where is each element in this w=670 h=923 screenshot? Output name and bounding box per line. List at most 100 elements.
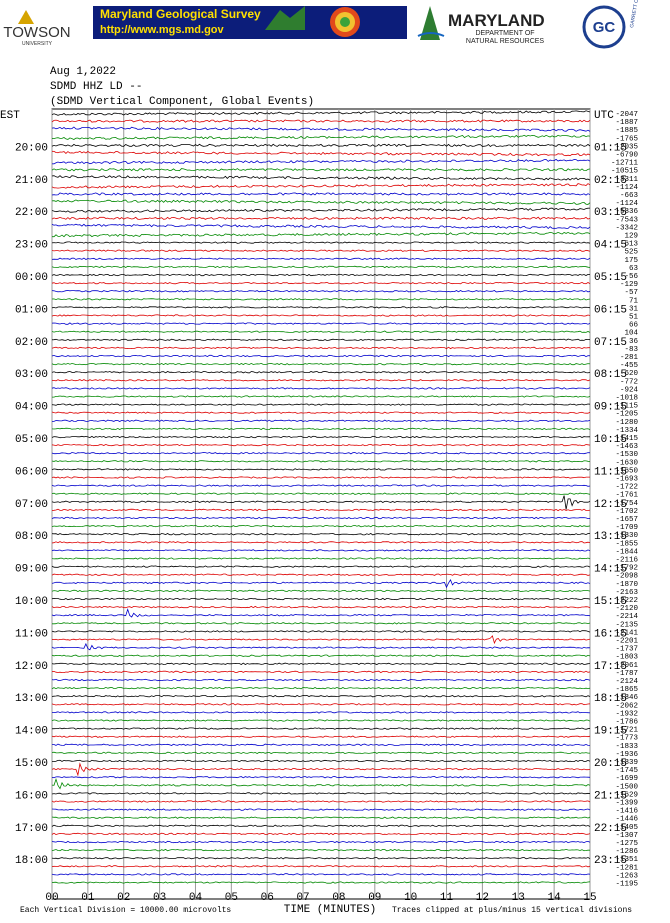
trace xyxy=(51,516,591,520)
utc-label: 02:15 xyxy=(594,175,627,187)
trace xyxy=(51,533,591,536)
offset-label: -1650 xyxy=(615,467,638,475)
trace xyxy=(51,387,591,390)
trace xyxy=(51,573,591,576)
dnr-logo: MARYLAND DEPARTMENT OF NATURAL RESOURCES xyxy=(417,6,545,45)
trace xyxy=(51,134,591,140)
garrett-logo: GC GARRETT COLLEGE xyxy=(582,0,644,49)
trace xyxy=(51,314,591,317)
trace xyxy=(51,654,591,657)
offset-label: -2062 xyxy=(615,702,638,710)
offset-label: -1334 xyxy=(615,427,638,435)
x-tick-label: 05 xyxy=(225,892,238,904)
towson-sub: UNIVERSITY xyxy=(22,41,53,47)
offset-label: -1416 xyxy=(615,808,638,816)
offset-label: -2035 xyxy=(615,143,638,151)
offset-label: -1124 xyxy=(615,184,638,192)
est-label: 02:00 xyxy=(15,337,48,349)
trace xyxy=(51,460,591,463)
offset-label: -7543 xyxy=(615,216,638,224)
offset-label: -1936 xyxy=(615,751,638,759)
offset-label: -3311 xyxy=(615,176,638,184)
dnr-title: MARYLAND xyxy=(448,11,545,30)
offset-label: -1887 xyxy=(615,119,638,127)
trace xyxy=(51,824,591,827)
trace xyxy=(51,635,591,645)
utc-label: 08:15 xyxy=(594,369,627,381)
trace xyxy=(51,642,591,651)
offset-label: -924 xyxy=(620,386,639,394)
trace xyxy=(51,281,591,285)
x-tick-label: 13 xyxy=(512,892,525,904)
utc-label: UTC xyxy=(594,110,614,122)
est-label: 14:00 xyxy=(15,726,48,738)
offset-label: -1773 xyxy=(615,735,638,743)
trace xyxy=(51,751,590,755)
trace xyxy=(51,265,591,269)
trace xyxy=(51,662,591,665)
trace xyxy=(51,158,591,165)
offset-label: -2061 xyxy=(615,662,638,670)
offset-label: -1530 xyxy=(615,451,638,459)
est-label: 12:00 xyxy=(15,661,48,673)
utc-label: 20:15 xyxy=(594,758,627,770)
offset-label: -1721 xyxy=(615,727,638,735)
offset-label: -1786 xyxy=(615,719,638,727)
mgs-url: http://www.mgs.md.gov xyxy=(100,24,225,36)
offset-label: -1399 xyxy=(615,800,638,808)
trace xyxy=(51,143,591,148)
offset-label: -5836 xyxy=(615,208,638,216)
offset-label: -2201 xyxy=(615,638,638,646)
offset-label: -1699 xyxy=(615,775,638,783)
trace xyxy=(51,273,591,277)
trace xyxy=(52,231,591,238)
trace xyxy=(51,192,591,196)
offset-label: -1702 xyxy=(615,508,638,516)
trace xyxy=(51,110,591,116)
trace xyxy=(52,395,591,398)
offset-label: -1115 xyxy=(615,403,638,411)
offset-label: -1307 xyxy=(615,832,638,840)
offset-label: -663 xyxy=(620,192,639,200)
trace xyxy=(51,778,591,790)
trace xyxy=(51,762,591,777)
est-label: 17:00 xyxy=(15,823,48,835)
utc-label: 10:15 xyxy=(594,434,627,446)
trace xyxy=(51,792,591,795)
offset-label: -12711 xyxy=(611,160,639,168)
offset-label: -129 xyxy=(620,281,638,289)
trace xyxy=(51,257,591,260)
est-label: 22:00 xyxy=(15,207,48,219)
x-tick-label: 01 xyxy=(81,892,95,904)
trace xyxy=(51,216,591,220)
trace xyxy=(51,338,591,341)
trace xyxy=(51,873,591,876)
trace xyxy=(51,549,591,552)
trace xyxy=(51,322,591,325)
offset-label: -2120 xyxy=(615,605,638,613)
footer-left: Each Vertical Division = 10000.00 microv… xyxy=(20,906,231,915)
offset-label: -2222 xyxy=(615,597,638,605)
trace xyxy=(51,695,591,698)
trace xyxy=(51,484,591,487)
offset-label: -620 xyxy=(620,370,639,378)
trace xyxy=(51,735,591,738)
trace xyxy=(51,346,590,350)
utc-label: 21:15 xyxy=(594,790,627,802)
trace xyxy=(51,816,591,819)
offset-label: -1415 xyxy=(615,435,638,443)
offset-label: -1833 xyxy=(615,743,638,751)
utc-label: 16:15 xyxy=(594,628,627,640)
trace xyxy=(51,541,591,544)
trace xyxy=(51,630,591,633)
offset-label: -1500 xyxy=(615,783,638,791)
trace xyxy=(51,199,591,205)
offset-label: -772 xyxy=(620,378,638,386)
utc-label: 12:15 xyxy=(594,499,627,511)
est-label: 18:00 xyxy=(15,855,48,867)
trace xyxy=(51,597,591,601)
garrett-sub: GARRETT COLLEGE xyxy=(629,0,643,28)
towson-text: TOWSON xyxy=(3,24,70,41)
utc-label: 09:15 xyxy=(594,402,627,414)
